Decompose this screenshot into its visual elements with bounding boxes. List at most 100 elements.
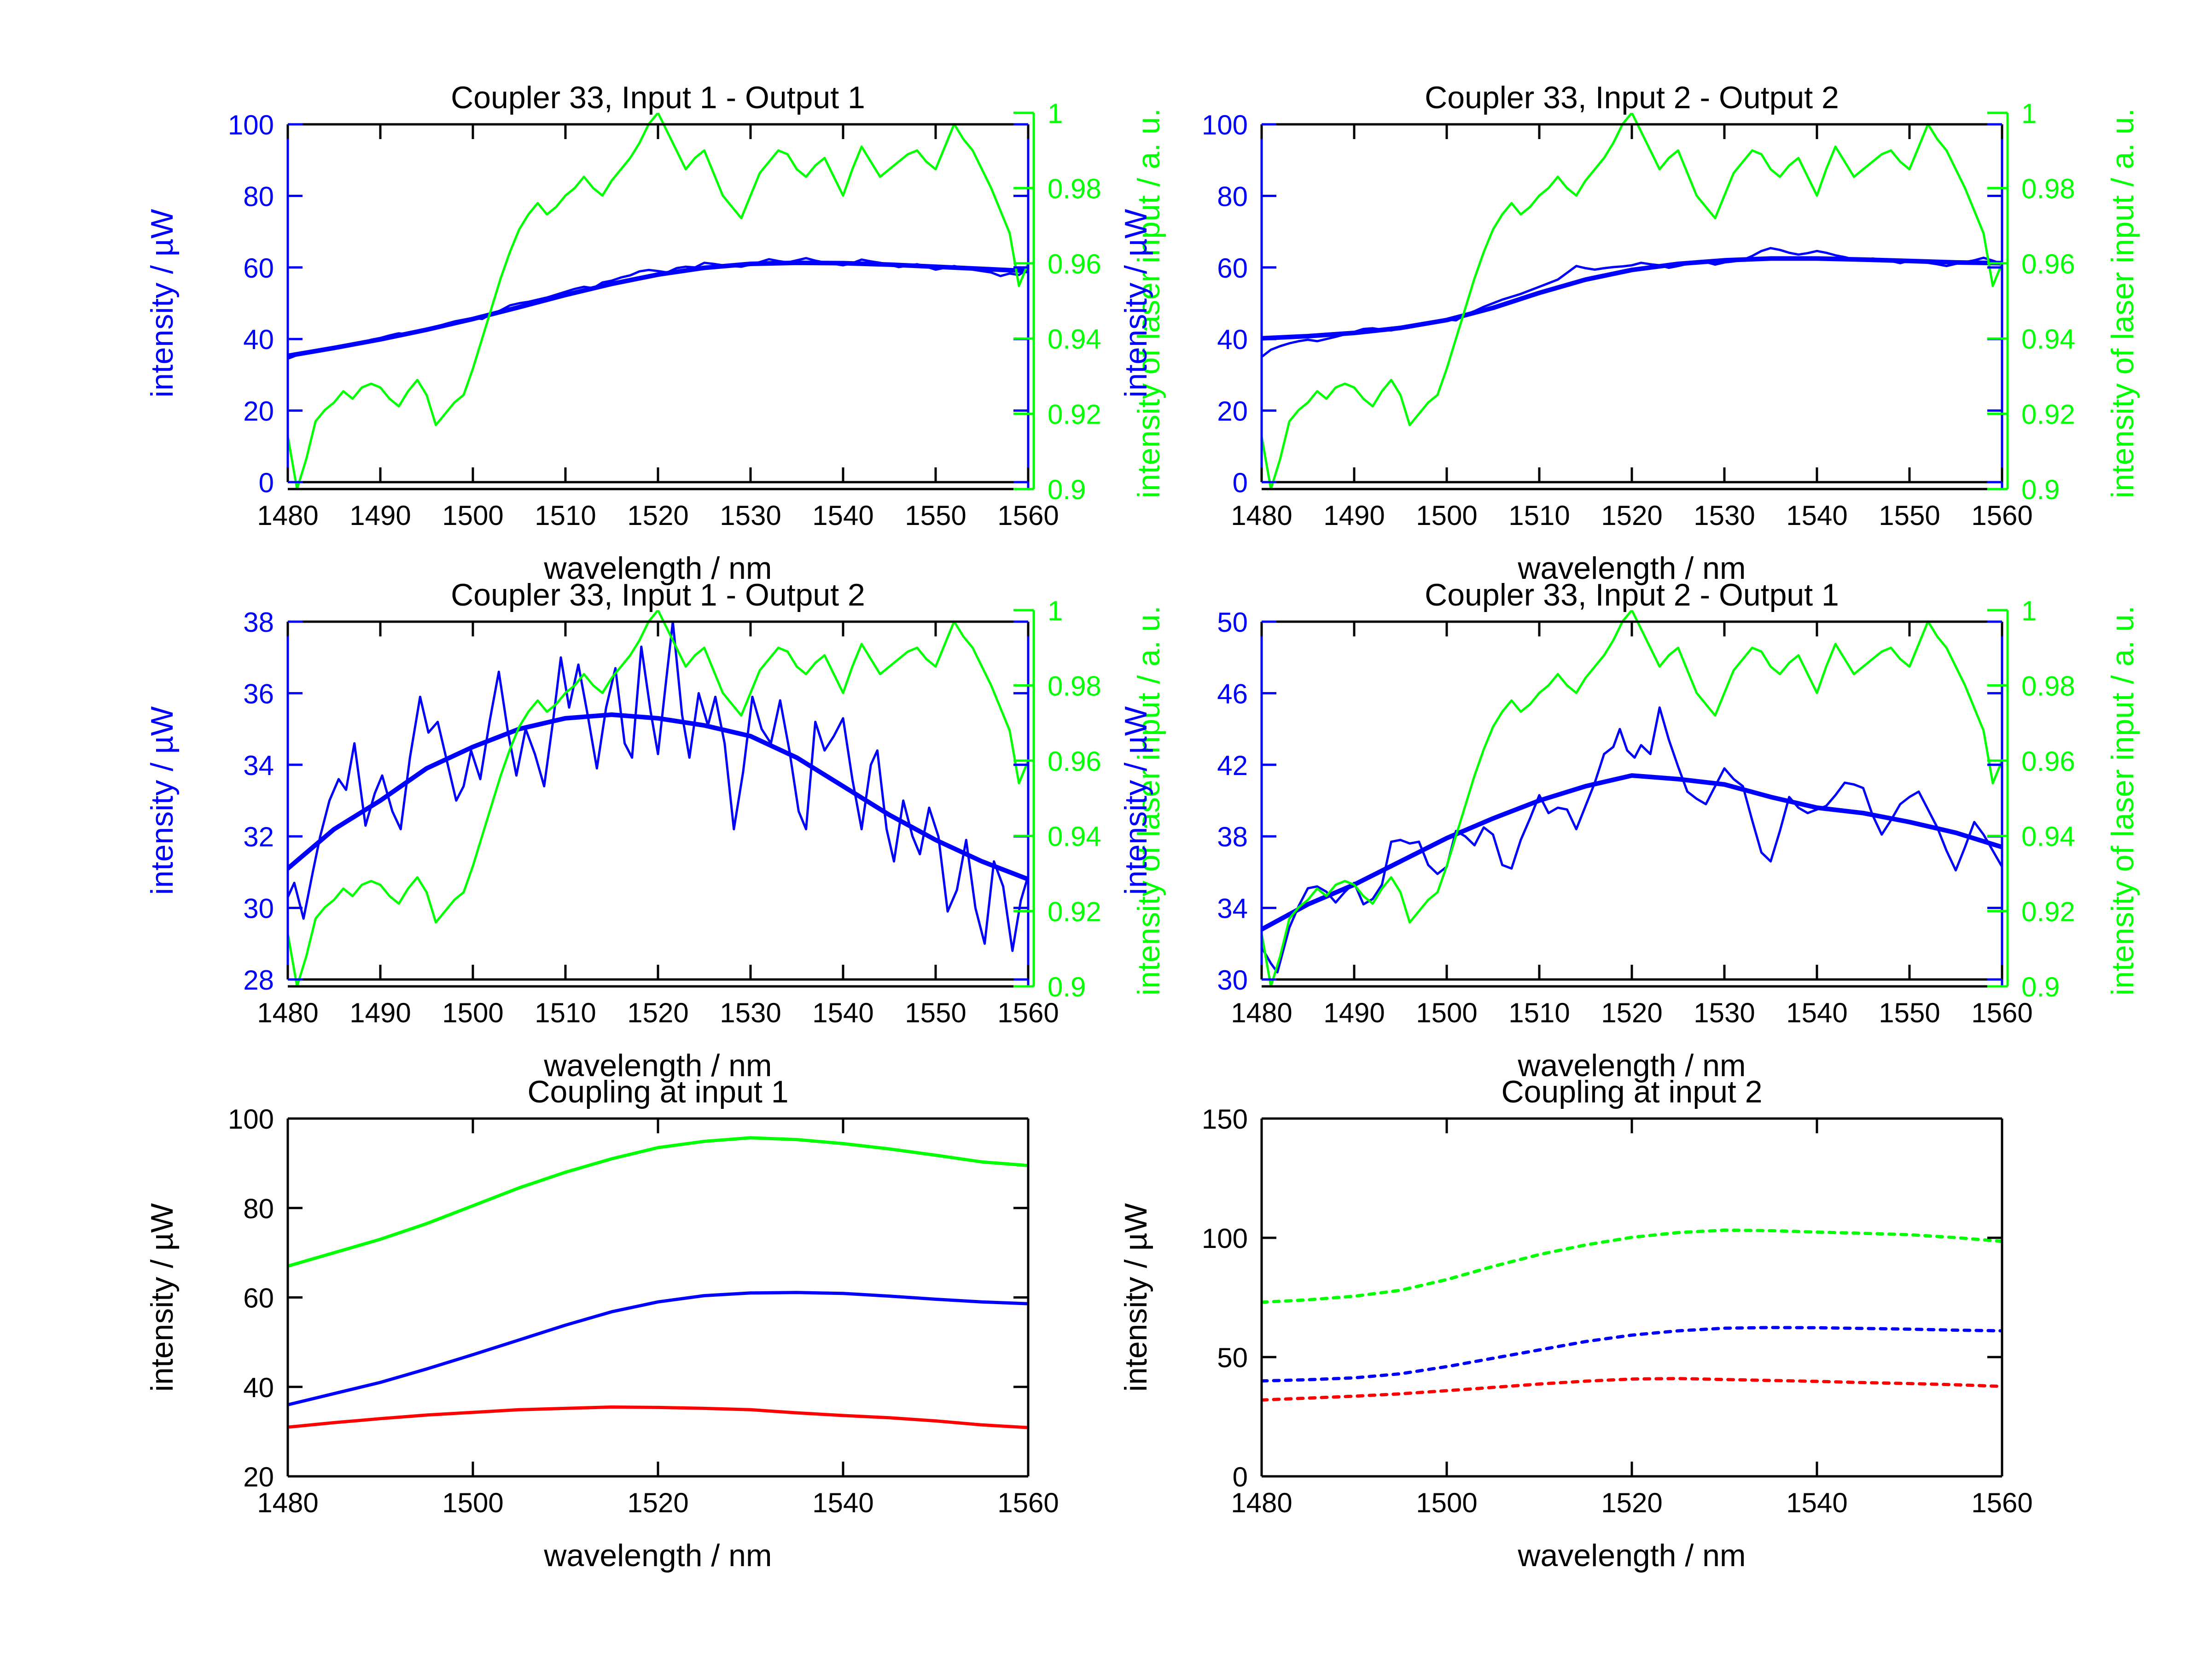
- y-tick-label-left: 0: [1233, 1462, 1248, 1492]
- x-tick-label: 1540: [1786, 500, 1847, 531]
- x-tick-label: 1500: [1416, 997, 1477, 1028]
- x-axis-label: wavelength / nm: [1517, 551, 1746, 586]
- series-line-measured-output: [288, 622, 1028, 952]
- y-tick-label-right: 0.92: [1048, 897, 1101, 927]
- x-tick-label: 1550: [1879, 500, 1940, 531]
- y-tick-label-left: 38: [243, 607, 274, 638]
- y-tick-label-left: 60: [243, 253, 274, 284]
- x-tick-label: 1540: [812, 997, 873, 1028]
- y-tick-label-right: 0.98: [1048, 670, 1101, 701]
- x-tick-label: 1510: [1508, 997, 1570, 1028]
- y-tick-label-left: 80: [243, 1193, 274, 1224]
- y-tick-label-right: 0.98: [1048, 173, 1101, 204]
- y-tick-label-right: 0.94: [2021, 821, 2075, 852]
- y-tick-label-left: 20: [1217, 396, 1248, 427]
- y-tick-label-left: 50: [1217, 1342, 1248, 1373]
- y-tick-label-left: 0: [259, 467, 274, 498]
- y-axis-label-right: intensity of laser input / a. u.: [1131, 606, 1166, 996]
- y-axis-label-right: intensity of laser input / a. u.: [2105, 108, 2140, 498]
- y-tick-label-right: 0.9: [2021, 972, 2060, 1002]
- y-axis-label-left: intensity / µW: [1118, 209, 1153, 398]
- x-tick-label: 1540: [1786, 997, 1847, 1028]
- x-tick-label: 1480: [1231, 500, 1292, 531]
- y-tick-label-left: 100: [1202, 1223, 1248, 1254]
- y-tick-label-left: 34: [1217, 893, 1248, 924]
- x-tick-label: 1530: [1694, 500, 1755, 531]
- y-axis-label-left: intensity / µW: [1118, 1203, 1153, 1392]
- x-tick-label: 1490: [349, 500, 411, 531]
- x-tick-label: 1550: [905, 997, 966, 1028]
- x-tick-label: 1530: [1694, 997, 1755, 1028]
- x-tick-label: 1510: [535, 997, 596, 1028]
- plot-title: Coupler 33, Input 1 - Output 2: [451, 577, 865, 612]
- x-tick-label: 1540: [812, 500, 873, 531]
- x-tick-label: 1560: [997, 500, 1059, 531]
- x-axis-label: wavelength / nm: [543, 551, 772, 586]
- x-tick-label: 1560: [997, 997, 1059, 1028]
- y-tick-label-right: 0.98: [2021, 670, 2075, 701]
- y-tick-label-left: 60: [1217, 253, 1248, 284]
- y-tick-label-right: 0.98: [2021, 173, 2075, 204]
- y-tick-label-left: 32: [243, 822, 274, 852]
- series-line-laser-reference: [288, 610, 1030, 986]
- y-tick-label-left: 40: [243, 1372, 274, 1403]
- y-tick-label-left: 20: [243, 1462, 274, 1492]
- x-tick-label: 1520: [627, 1487, 688, 1518]
- y-tick-label-right: 0.9: [2021, 474, 2060, 505]
- y-tick-label-right: 0.9: [1048, 972, 1086, 1002]
- y-tick-label-left: 100: [228, 1104, 274, 1135]
- x-tick-label: 1520: [1601, 997, 1662, 1028]
- y-tick-label-left: 34: [243, 750, 274, 781]
- y-tick-label-left: 0: [1233, 467, 1248, 498]
- x-axis-label: wavelength / nm: [543, 1538, 772, 1573]
- y-tick-label-right: 1: [1048, 595, 1063, 626]
- series-line-laser-reference: [1262, 113, 2003, 489]
- x-tick-label: 1480: [257, 1487, 318, 1518]
- y-tick-label-left: 30: [1217, 965, 1248, 996]
- y-tick-label-left: 100: [228, 110, 274, 140]
- y-axis-label-left: intensity / µW: [1118, 706, 1153, 895]
- y-tick-label-right: 0.92: [2021, 399, 2075, 430]
- subplot-coupler33-in1-out1: 1480 1490 1500 1510 1520 1530 1540 1550 1560 0 20 4…: [145, 80, 1166, 586]
- y-tick-label-right: 0.94: [1048, 324, 1101, 355]
- y-tick-label-left: 40: [1217, 324, 1248, 355]
- x-tick-label: 1540: [812, 1487, 873, 1518]
- y-tick-label-right: 0.96: [1048, 746, 1101, 777]
- y-tick-label-left: 46: [1217, 678, 1248, 709]
- x-tick-label: 1480: [1231, 1487, 1292, 1518]
- subplot-coupler33-in2-out1: 1480 1490 1500 1510 1520 1530 1540 1550 1560 30 34…: [1118, 577, 2140, 1083]
- y-tick-label-right: 0.96: [2021, 746, 2075, 777]
- subplot-coupling-at-input-2: 1480 1500 1520 1540 1560 0 50 100 150 Coupling at…: [1118, 1074, 2033, 1573]
- series-line-sum-output: [288, 1136, 1028, 1268]
- y-tick-label-right: 0.92: [1048, 399, 1101, 430]
- plot-title: Coupler 33, Input 2 - Output 2: [1425, 80, 1839, 115]
- subplot-coupler33-in2-out2: 1480 1490 1500 1510 1520 1530 1540 1550 1560 0 20 4…: [1118, 80, 2140, 586]
- series-line-measured-output: [1262, 706, 2002, 973]
- y-tick-label-left: 50: [1217, 607, 1248, 638]
- y-tick-label-left: 150: [1202, 1104, 1248, 1135]
- plot-title: Coupling at input 1: [527, 1074, 788, 1109]
- y-axis-label-right: intensity of laser input / a. u.: [1131, 108, 1166, 498]
- y-tick-label-right: 0.92: [2021, 897, 2075, 927]
- y-axis-label-left: intensity / µW: [145, 706, 180, 895]
- x-tick-label: 1500: [442, 1487, 503, 1518]
- y-tick-label-left: 80: [1217, 181, 1248, 212]
- x-tick-label: 1490: [1323, 500, 1385, 531]
- y-tick-label-right: 0.94: [1048, 821, 1101, 852]
- series-line-output-1: [288, 1291, 1028, 1407]
- x-axis-label: wavelength / nm: [1517, 1048, 1746, 1083]
- x-tick-label: 1520: [1601, 1487, 1662, 1518]
- series-line-output-2: [288, 1405, 1028, 1429]
- x-axis-label: wavelength / nm: [543, 1048, 772, 1083]
- x-tick-label: 1560: [997, 1487, 1059, 1518]
- series-line-smoothed-fit: [1262, 773, 2002, 932]
- y-tick-label-right: 0.94: [2021, 324, 2075, 355]
- x-tick-label: 1510: [535, 500, 596, 531]
- y-axis-label-right: intensity of laser input / a. u.: [2105, 606, 2140, 996]
- x-tick-label: 1560: [1971, 1487, 2032, 1518]
- x-tick-label: 1550: [905, 500, 966, 531]
- x-tick-label: 1520: [1601, 500, 1662, 531]
- series-line-smoothed-fit: [288, 712, 1028, 882]
